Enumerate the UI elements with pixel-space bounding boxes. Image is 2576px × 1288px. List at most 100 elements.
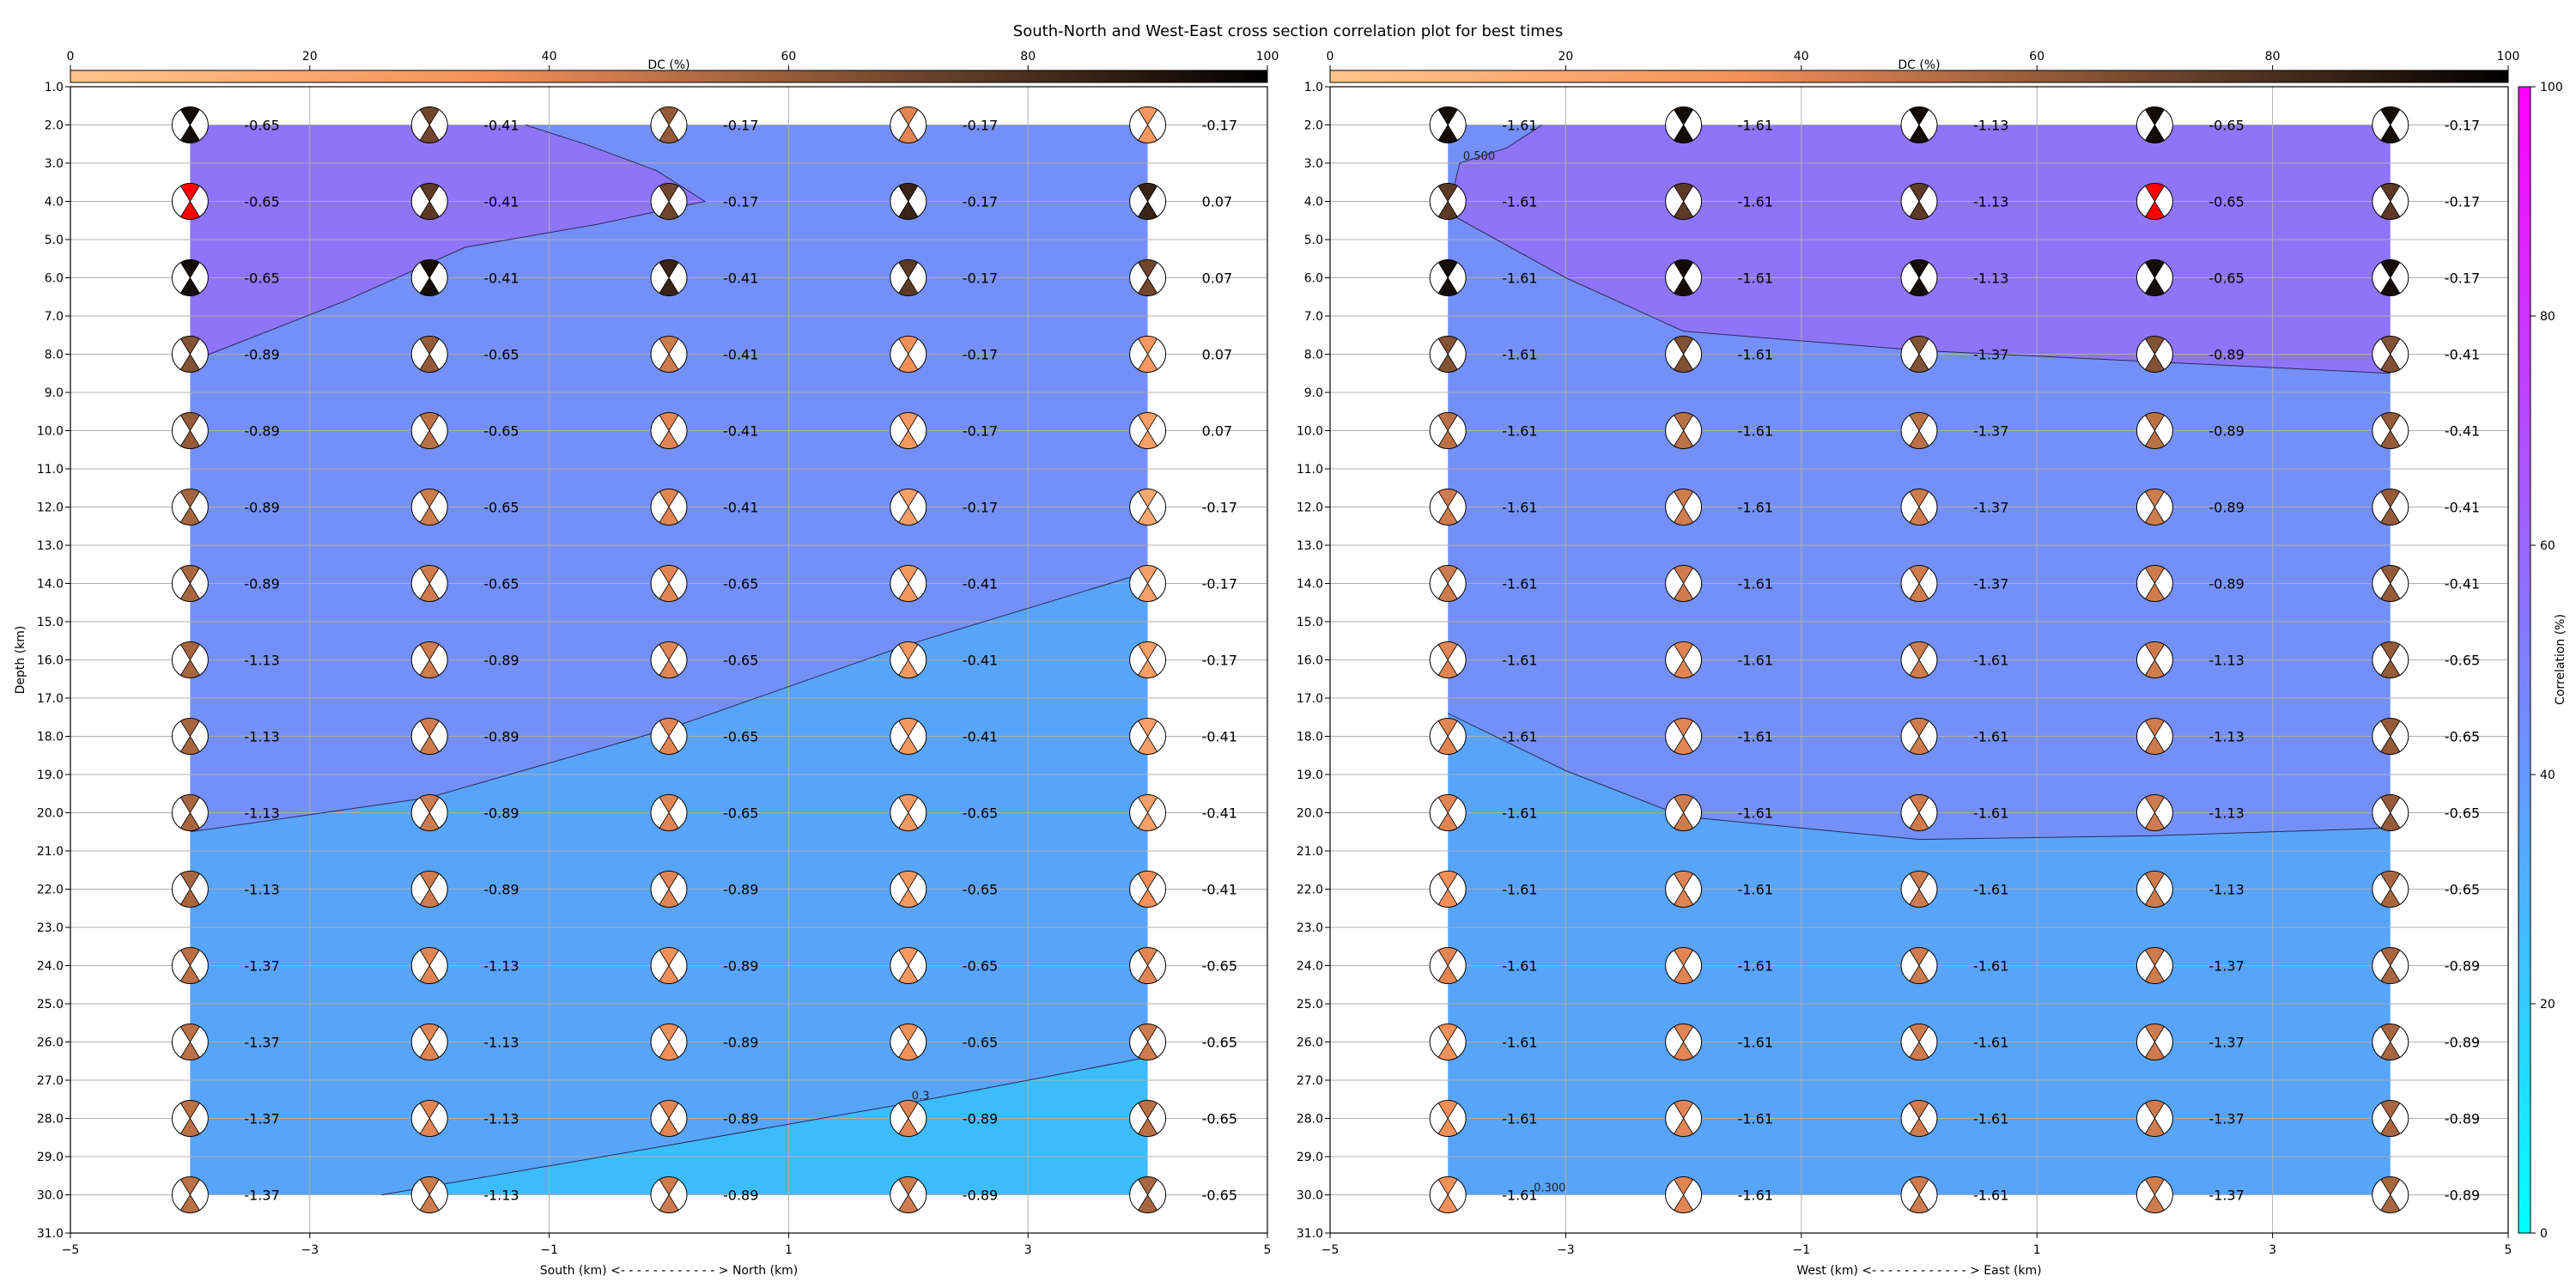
cell-value-label: -0.65: [2445, 653, 2480, 669]
cell-value-label: -1.61: [1738, 270, 1773, 287]
x-tick-label: −3: [301, 1243, 319, 1257]
beachball-compressional-quadrant: [1437, 183, 1458, 203]
cell-value-label: -0.65: [2445, 882, 2480, 898]
beachball-compressional-quadrant: [898, 336, 919, 355]
beachball: [1665, 718, 1703, 755]
y-tick-label: 31.0: [1297, 1227, 1323, 1241]
correlation-level-fill: [381, 1057, 1148, 1195]
beachball-compressional-quadrant: [419, 336, 440, 355]
beachball-compressional-quadrant: [1674, 106, 1694, 126]
beachball: [890, 259, 927, 296]
beachball-compressional-quadrant: [1138, 1100, 1158, 1120]
beachball-compressional-quadrant: [1909, 1024, 1929, 1043]
cell-value-label: -1.13: [1973, 270, 2008, 287]
beachball-compressional-quadrant: [659, 183, 679, 203]
beachball: [650, 1024, 688, 1060]
beachball-compressional-quadrant: [179, 1100, 200, 1120]
beachball-compressional-quadrant: [2380, 1176, 2401, 1196]
y-tick-label: 13.0: [37, 539, 64, 553]
beachball-compressional-quadrant: [1437, 1024, 1458, 1043]
y-tick-label: 6.0: [45, 272, 64, 286]
beachball-compressional-quadrant: [1138, 489, 1158, 508]
beachball-compressional-quadrant: [1138, 794, 1158, 814]
cell-value-label: -0.89: [483, 882, 519, 898]
beachball-compressional-quadrant: [1138, 871, 1158, 890]
y-tick-label: 6.0: [1304, 272, 1323, 286]
beachball: [1129, 794, 1167, 831]
y-tick-label: 26.0: [1297, 1036, 1323, 1050]
beachball: [890, 183, 927, 220]
beachball-compressional-quadrant: [898, 276, 919, 296]
beachball-compressional-quadrant: [659, 1100, 679, 1120]
beachball: [890, 947, 927, 984]
beachball: [650, 106, 688, 143]
beachball: [2136, 794, 2173, 831]
beachball-compressional-quadrant: [2144, 641, 2165, 661]
beachball: [2136, 106, 2173, 143]
beachball-compressional-quadrant: [179, 200, 200, 220]
beachball-compressional-quadrant: [1138, 735, 1158, 755]
beachball-compressional-quadrant: [2144, 412, 2165, 432]
beachball-compressional-quadrant: [1909, 565, 1929, 585]
cell-value-label: -1.37: [1973, 347, 2008, 363]
beachball-compressional-quadrant: [1674, 183, 1694, 203]
beachball-compressional-quadrant: [1437, 336, 1458, 355]
cell-value-label: -0.65: [723, 805, 758, 822]
beachball-compressional-quadrant: [1437, 1117, 1458, 1137]
beachball-compressional-quadrant: [1437, 871, 1458, 890]
beachball-compressional-quadrant: [2144, 429, 2165, 449]
beachball-compressional-quadrant: [898, 200, 919, 220]
beachball: [1900, 1024, 1938, 1060]
beachball-compressional-quadrant: [1909, 794, 1929, 814]
beachball-compressional-quadrant: [2380, 124, 2401, 143]
beachball: [650, 871, 688, 908]
beachball: [650, 259, 688, 296]
beachball-compressional-quadrant: [179, 1117, 200, 1137]
beachball-compressional-quadrant: [1909, 124, 1929, 143]
beachball: [2136, 183, 2173, 220]
beachball-compressional-quadrant: [898, 489, 919, 508]
x-tick-label: −5: [62, 1243, 80, 1257]
cell-value-label: -0.89: [2208, 500, 2244, 516]
beachball-compressional-quadrant: [1909, 1176, 1929, 1196]
beachball-compressional-quadrant: [2144, 1100, 2165, 1120]
beachball: [1900, 183, 1938, 220]
beachball-compressional-quadrant: [1138, 106, 1158, 126]
beachball: [410, 1176, 448, 1213]
cell-value-label: -0.41: [723, 347, 758, 363]
cell-value-label: -1.61: [1738, 1111, 1773, 1127]
cell-value-label: -0.41: [723, 500, 758, 516]
beachball-compressional-quadrant: [1138, 582, 1158, 602]
beachball-compressional-quadrant: [2380, 718, 2401, 738]
y-tick-label: 28.0: [1297, 1113, 1323, 1127]
beachball-compressional-quadrant: [898, 718, 919, 738]
cell-value-label: -0.89: [483, 653, 519, 669]
beachball-compressional-quadrant: [2144, 964, 2165, 984]
beachball-compressional-quadrant: [179, 412, 200, 432]
beachball-compressional-quadrant: [179, 124, 200, 143]
beachball-compressional-quadrant: [1674, 336, 1694, 355]
beachball-compressional-quadrant: [179, 276, 200, 296]
beachball-compressional-quadrant: [2380, 1117, 2401, 1137]
beachball-compressional-quadrant: [2380, 183, 2401, 203]
beachball-compressional-quadrant: [1437, 353, 1458, 373]
beachball-compressional-quadrant: [659, 888, 679, 908]
cell-value-label: -0.41: [963, 729, 998, 745]
beachball-compressional-quadrant: [1909, 106, 1929, 126]
beachball: [1900, 947, 1938, 984]
beachball: [1129, 412, 1167, 449]
cell-value-label: -1.13: [483, 958, 519, 975]
beachball: [890, 106, 927, 143]
y-tick-label: 26.0: [37, 1036, 64, 1050]
beachball: [890, 1024, 927, 1060]
beachball: [2136, 947, 2173, 984]
beachball-compressional-quadrant: [2144, 489, 2165, 508]
beachball: [1429, 1024, 1467, 1060]
beachball-compressional-quadrant: [1909, 183, 1929, 203]
beachball-compressional-quadrant: [2380, 1041, 2401, 1060]
y-tick-label: 27.0: [1297, 1074, 1323, 1088]
y-tick-label: 11.0: [1297, 463, 1323, 477]
beachball: [1900, 871, 1938, 908]
corr-tick-label: 20: [2540, 998, 2555, 1012]
cell-value-label: -0.41: [2445, 500, 2480, 516]
